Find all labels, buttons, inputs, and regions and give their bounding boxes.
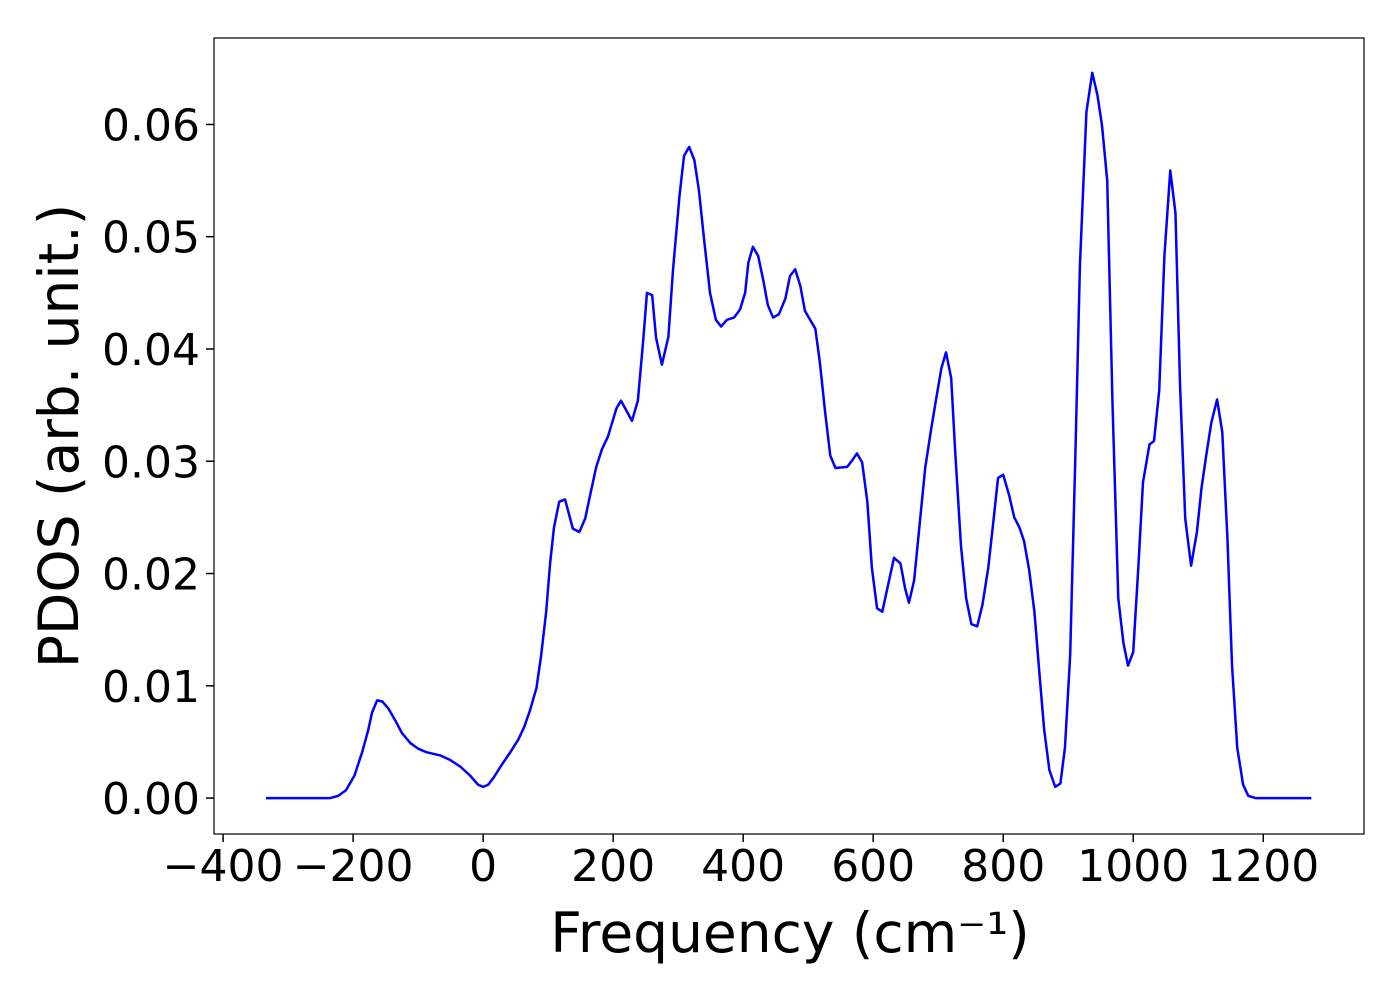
x-tick-label: −400 (163, 841, 284, 892)
x-tick-label: 600 (831, 841, 915, 892)
x-tick-label: 400 (701, 841, 785, 892)
x-axis-label: Frequency (cm⁻¹) (550, 901, 1029, 965)
x-tick-label: 1000 (1077, 841, 1189, 892)
y-axis-label: PDOS (arb. unit.) (27, 204, 91, 668)
data-line (266, 71, 1312, 800)
y-tick-label: 0.05 (102, 213, 200, 264)
y-tick-label: 0.02 (102, 550, 200, 601)
y-tick-label: 0.06 (102, 100, 200, 151)
y-tick-label: 0.03 (102, 437, 200, 488)
x-tick-label: 1200 (1207, 841, 1319, 892)
x-tick-label: −200 (293, 841, 414, 892)
y-tick-label: 0.01 (102, 662, 200, 713)
y-tick-label: 0.04 (102, 325, 200, 376)
x-tick-label: 0 (469, 841, 497, 892)
plot-frame (213, 37, 1365, 835)
y-tick-label: 0.00 (102, 774, 200, 825)
x-tick-label: 800 (961, 841, 1045, 892)
x-tick-label: 200 (571, 841, 655, 892)
